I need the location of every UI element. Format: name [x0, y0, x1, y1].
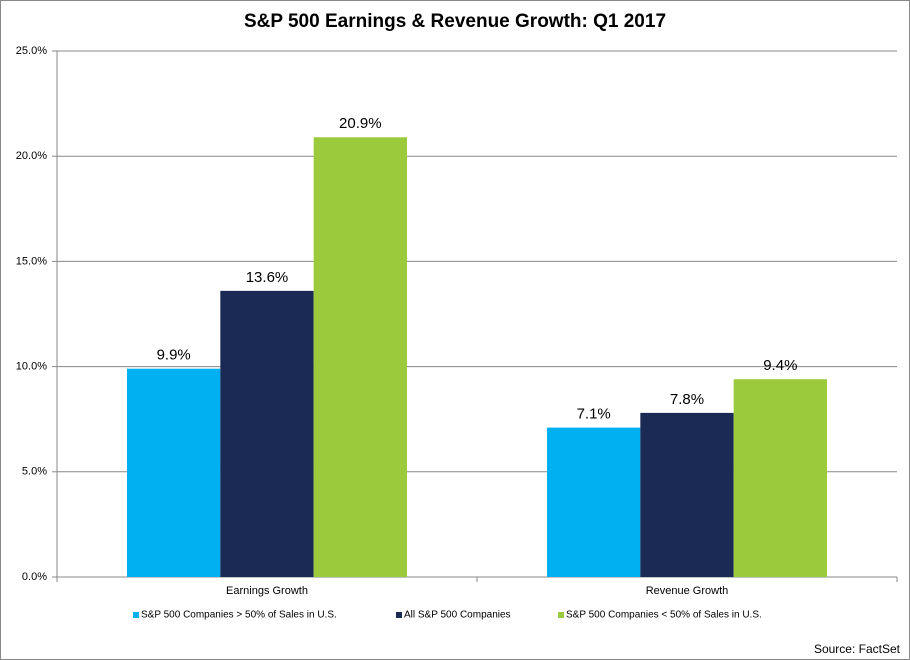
value-label: 9.4%: [763, 357, 797, 374]
value-label: 7.8%: [670, 391, 704, 408]
x-tick-label: Earnings Growth: [226, 585, 308, 597]
y-tick-label: 20.0%: [16, 150, 47, 162]
legend-swatch: [558, 612, 564, 618]
y-tick-label: 15.0%: [16, 255, 47, 267]
legend-label: All S&P 500 Companies: [404, 610, 511, 621]
y-tick-label: 10.0%: [16, 361, 47, 373]
bar: [127, 368, 221, 577]
y-tick-label: 25.0%: [16, 45, 47, 57]
bar: [313, 137, 407, 577]
bar: [547, 427, 641, 577]
value-label: 7.1%: [577, 406, 611, 423]
legend-swatch: [396, 612, 402, 618]
y-tick-label: 5.0%: [22, 466, 47, 478]
value-label: 9.9%: [157, 347, 191, 364]
chart-title: S&P 500 Earnings & Revenue Growth: Q1 20…: [244, 11, 666, 32]
legend-swatch: [133, 612, 139, 618]
bar: [640, 412, 734, 577]
x-tick-label: Revenue Growth: [646, 585, 729, 597]
y-tick-label: 0.0%: [22, 571, 47, 583]
legend-label: S&P 500 Companies < 50% of Sales in U.S.: [566, 610, 762, 621]
bar: [220, 290, 314, 577]
bar: [733, 379, 827, 577]
value-label: 20.9%: [339, 115, 382, 132]
legend-label: S&P 500 Companies > 50% of Sales in U.S.: [141, 610, 337, 621]
source: Source: FactSet: [814, 642, 901, 656]
value-label: 13.6%: [246, 269, 289, 286]
